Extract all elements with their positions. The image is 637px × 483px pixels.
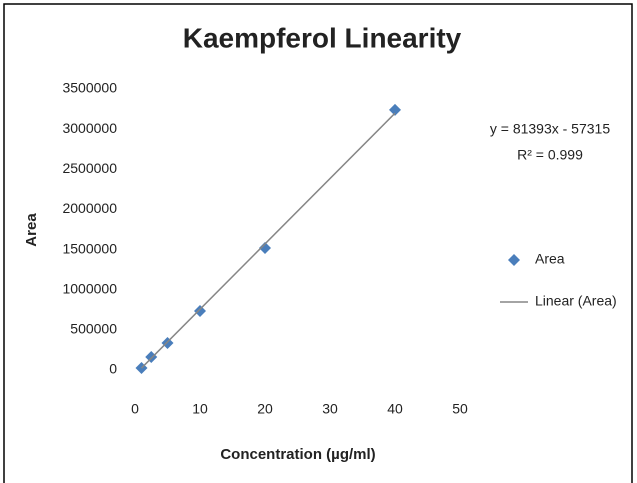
y-tick-label: 2000000 — [62, 200, 117, 216]
y-tick-label: 500000 — [70, 321, 117, 337]
y-tick-label: 0 — [109, 361, 117, 377]
data-point — [389, 103, 401, 116]
x-tick-label: 0 — [131, 401, 139, 417]
legend-marker — [508, 254, 520, 266]
data-point — [194, 304, 206, 317]
annotation: R² = 0.999 — [517, 147, 583, 163]
x-tick-label: 40 — [387, 401, 403, 417]
legend-label: Linear (Area) — [535, 293, 617, 309]
y-tick-label: 3500000 — [62, 80, 117, 96]
x-tick-label: 30 — [322, 401, 338, 417]
chart-title: Kaempferol Linearity — [183, 22, 462, 53]
data-point — [161, 337, 174, 350]
y-axis-label: Area — [23, 213, 40, 247]
y-tick-label: 1000000 — [62, 280, 117, 296]
chart-frame — [3, 3, 633, 483]
x-axis-label: Concentration (µg/ml) — [220, 446, 375, 463]
annotation: y = 81393x - 57315 — [490, 121, 610, 137]
x-tick-label: 20 — [257, 401, 273, 417]
legend-label: Area — [535, 251, 565, 267]
y-tick-label: 1500000 — [62, 240, 117, 256]
data-point — [259, 241, 271, 254]
trendline — [140, 112, 396, 369]
data-point — [145, 350, 158, 363]
y-tick-label: 2500000 — [62, 160, 117, 176]
x-tick-label: 50 — [452, 401, 468, 417]
y-tick-label: 3000000 — [62, 120, 117, 136]
x-tick-label: 10 — [192, 401, 208, 417]
